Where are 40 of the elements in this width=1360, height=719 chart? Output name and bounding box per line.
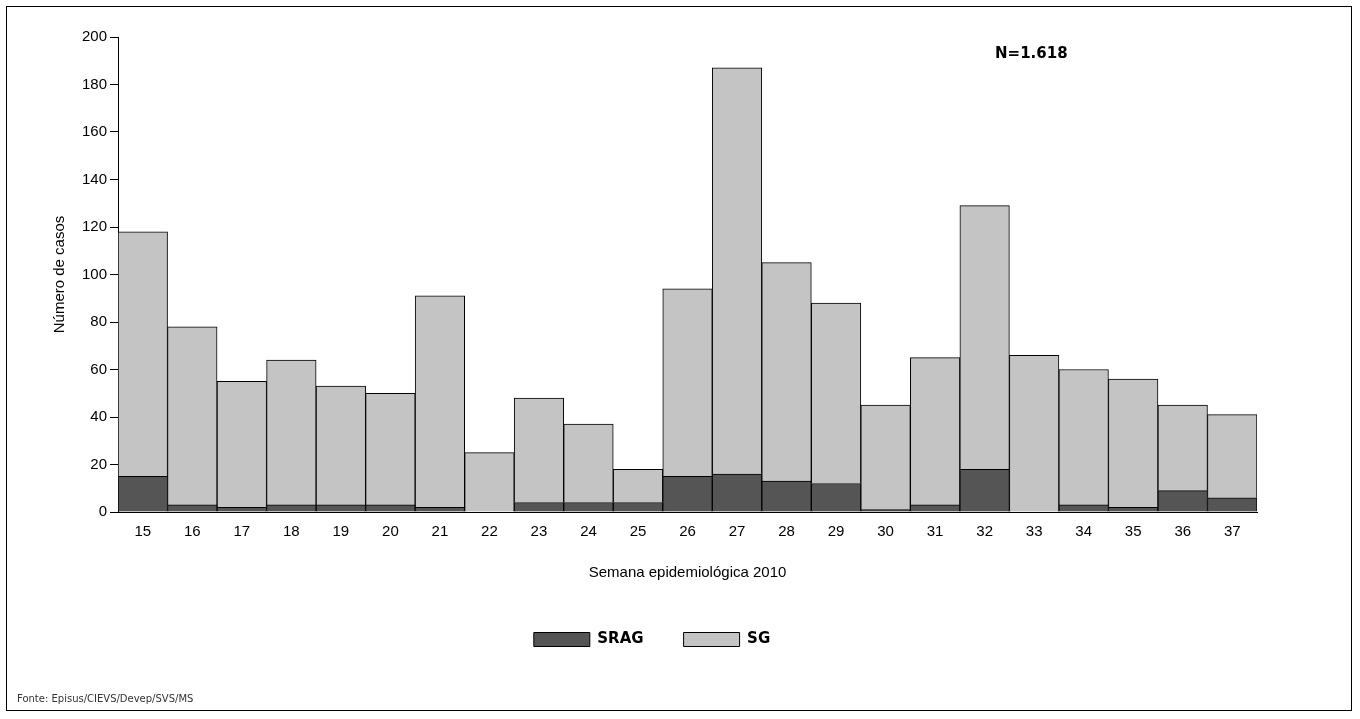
y-tick-label: 140: [82, 169, 108, 187]
source-note: Fonte: Episus/CIEVS/Devep/SVS/MS: [17, 693, 194, 704]
x-tick-label: 26: [679, 522, 696, 540]
y-axis-title: Número de casos: [50, 215, 68, 334]
x-tick-label: 35: [1124, 522, 1142, 540]
y-tick-label: 200: [82, 27, 108, 45]
x-tick-label: 36: [1174, 522, 1192, 540]
y-tick-label: 0: [98, 502, 108, 520]
y-tick-label: 20: [90, 454, 108, 472]
x-axis-title: Semana epidemiológica 2010: [588, 563, 787, 581]
x-tick-label: 32: [976, 522, 993, 540]
y-tick-label: 100: [82, 264, 108, 282]
x-tick-label: 21: [431, 522, 449, 540]
y-tick-label: 160: [82, 122, 108, 140]
x-tick-label: 20: [382, 522, 399, 540]
x-tick-label: 37: [1223, 522, 1241, 540]
y-tick-label: 40: [90, 407, 108, 425]
y-tick-label: 180: [82, 74, 108, 92]
x-tick-label: 17: [233, 522, 251, 540]
x-tick-label: 33: [1025, 522, 1043, 540]
x-tick-label: 25: [629, 522, 647, 540]
x-tick-label: 28: [778, 522, 795, 540]
legend-label: SG: [747, 629, 771, 648]
y-tick-label: 80: [90, 312, 108, 330]
x-tick-label: 19: [332, 522, 350, 540]
x-tick-label: 18: [283, 522, 300, 540]
x-tick-label: 31: [926, 522, 944, 540]
x-tick-label: 16: [183, 522, 201, 540]
annotation: N=1.618: [995, 44, 1068, 63]
y-tick-label: 60: [90, 359, 108, 377]
x-tick-label: 15: [134, 522, 152, 540]
x-tick-label: 27: [728, 522, 746, 540]
x-tick-label: 34: [1075, 522, 1093, 540]
x-tick-label: 30: [877, 522, 894, 540]
x-tick-label: 24: [580, 522, 597, 540]
x-tick-label: 22: [481, 522, 498, 540]
legend-label: SRAG: [597, 629, 644, 648]
x-tick-label: 23: [530, 522, 548, 540]
y-tick-label: 120: [82, 217, 108, 235]
x-tick-label: 29: [827, 522, 845, 540]
